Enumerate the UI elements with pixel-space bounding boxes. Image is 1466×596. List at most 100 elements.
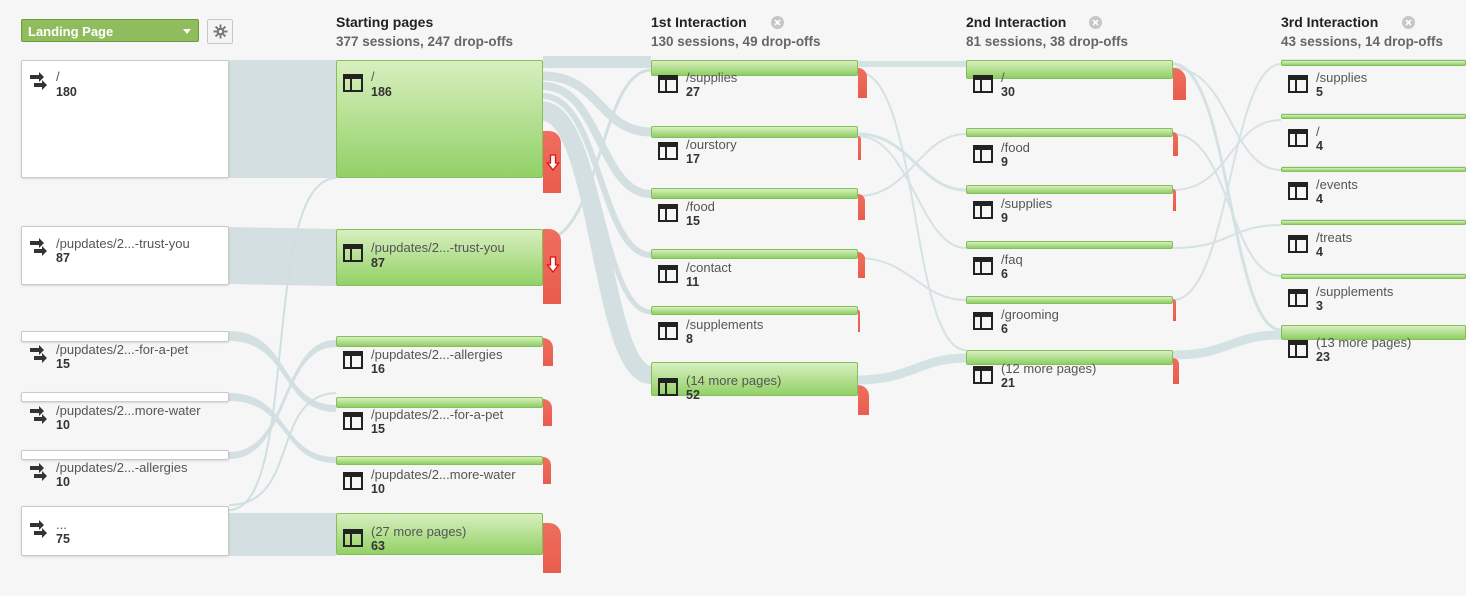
- column-title: 1st Interaction: [651, 14, 747, 30]
- interaction-node[interactable]: [966, 350, 1173, 365]
- flow-line: [542, 71, 652, 137]
- page-icon: [343, 244, 363, 262]
- node-count: 30: [1001, 85, 1015, 99]
- landing-count: 10: [56, 475, 70, 489]
- node-label: /pupdates/2...-allergies: [371, 347, 503, 362]
- thin-flows-1: [228, 177, 337, 511]
- dropoff-bar[interactable]: [1173, 299, 1176, 321]
- page-icon: [973, 145, 993, 163]
- dropoff-bar[interactable]: [1173, 358, 1179, 384]
- entrance-arrows-icon: [30, 345, 47, 363]
- page-icon: [658, 204, 678, 222]
- landing-node[interactable]: [21, 331, 229, 342]
- interaction-node[interactable]: [1281, 220, 1466, 225]
- entrance-arrows-icon: [30, 520, 47, 538]
- node-label: /supplies: [1001, 196, 1053, 211]
- column-subtitle: 377 sessions, 247 drop-offs: [336, 34, 514, 49]
- dropoff-bar[interactable]: [858, 252, 865, 278]
- node-count: 17: [686, 152, 700, 166]
- dropoff-bar[interactable]: [858, 310, 860, 332]
- landing-node[interactable]: [21, 450, 229, 460]
- chevron-down-icon: [183, 29, 191, 34]
- node-label: /grooming: [1001, 307, 1059, 322]
- dropoff-bar[interactable]: [543, 457, 551, 484]
- node-count: 6: [1001, 267, 1008, 281]
- dropoff-bar[interactable]: [1173, 189, 1176, 211]
- interaction-node[interactable]: [651, 60, 858, 76]
- close-icon[interactable]: [1402, 16, 1415, 29]
- interaction-node[interactable]: [651, 249, 858, 259]
- landing-node[interactable]: [21, 60, 229, 178]
- interaction-node[interactable]: [966, 241, 1173, 249]
- node-count: 52: [686, 388, 700, 402]
- node-label: /treats: [1316, 230, 1353, 245]
- flow-line: [542, 93, 652, 258]
- node-count: 10: [371, 482, 385, 496]
- node-count: 6: [1001, 322, 1008, 336]
- start-to-i1-bands: [541, 55, 654, 384]
- interaction-node[interactable]: [1281, 60, 1466, 66]
- starting-page-node[interactable]: [336, 456, 543, 465]
- flow-line: [228, 177, 337, 511]
- dropoff-bar[interactable]: [858, 68, 867, 98]
- landing-node[interactable]: [21, 226, 229, 285]
- dropoff-bar[interactable]: [1173, 132, 1178, 156]
- dropoff-bar[interactable]: [543, 399, 552, 426]
- node-label: (13 more pages): [1316, 335, 1412, 350]
- interaction-node[interactable]: [1281, 167, 1466, 172]
- page-icon: [658, 322, 678, 340]
- flow-line: [857, 71, 967, 351]
- interaction-node[interactable]: [1281, 274, 1466, 279]
- dropoff-bar[interactable]: [543, 523, 561, 573]
- node-label: /pupdates/2...-trust-you: [371, 240, 505, 255]
- flow-line: [1172, 67, 1282, 171]
- dropoff-bar[interactable]: [1173, 68, 1186, 100]
- landing-label: /pupdates/2...more-water: [56, 403, 201, 418]
- landing-node[interactable]: [21, 392, 229, 402]
- column-subtitle: 130 sessions, 49 drop-offs: [651, 34, 821, 49]
- close-icon[interactable]: [1089, 16, 1102, 29]
- close-icon[interactable]: [771, 16, 784, 29]
- settings-button[interactable]: [207, 19, 233, 44]
- column-title: Starting pages: [336, 14, 434, 30]
- node-label: /: [1316, 124, 1320, 139]
- landing-label: /pupdates/2...-trust-you: [56, 236, 190, 251]
- node-count: 3: [1316, 299, 1323, 313]
- interaction-node[interactable]: [966, 128, 1173, 137]
- interaction-node[interactable]: [1281, 114, 1466, 119]
- node-label: /pupdates/2...more-water: [371, 467, 516, 482]
- interaction-node[interactable]: [651, 188, 858, 199]
- dropoff-bar[interactable]: [858, 194, 865, 220]
- interaction-node[interactable]: [966, 60, 1173, 79]
- red-down-arrow-icon: [546, 256, 560, 273]
- starting-page-node[interactable]: [336, 336, 543, 347]
- column-header-starting-pages: Starting pages 377 sessions, 247 drop-of…: [336, 14, 513, 49]
- node-count: 5: [1316, 85, 1323, 99]
- starting-page-node[interactable]: [336, 397, 543, 408]
- flow-line: [1172, 62, 1282, 332]
- starting-page-node[interactable]: [336, 513, 543, 555]
- page-icon: [658, 265, 678, 283]
- interaction-node[interactable]: [651, 306, 858, 315]
- node-label: /supplements: [686, 317, 764, 332]
- interaction-node[interactable]: [966, 185, 1173, 194]
- dimension-select[interactable]: Landing Page: [21, 19, 199, 42]
- starting-page-node[interactable]: [336, 229, 543, 286]
- starting-page-node[interactable]: [336, 60, 543, 178]
- dropoff-bar[interactable]: [543, 338, 553, 366]
- dropoff-bar[interactable]: [858, 385, 869, 415]
- landing-node[interactable]: [21, 506, 229, 556]
- page-icon: [1288, 340, 1308, 358]
- page-icon: [1288, 129, 1308, 147]
- interaction-node[interactable]: [966, 296, 1173, 304]
- interaction-node[interactable]: [651, 362, 858, 396]
- page-icon: [973, 75, 993, 93]
- node-label: /supplies: [1316, 70, 1368, 85]
- interaction-node[interactable]: [651, 126, 858, 138]
- entrance-arrows-icon: [30, 238, 47, 256]
- node-count: 87: [371, 256, 385, 270]
- i1-to-i2-bands: [857, 61, 967, 385]
- page-icon: [1288, 182, 1308, 200]
- dropoff-bar[interactable]: [858, 136, 861, 160]
